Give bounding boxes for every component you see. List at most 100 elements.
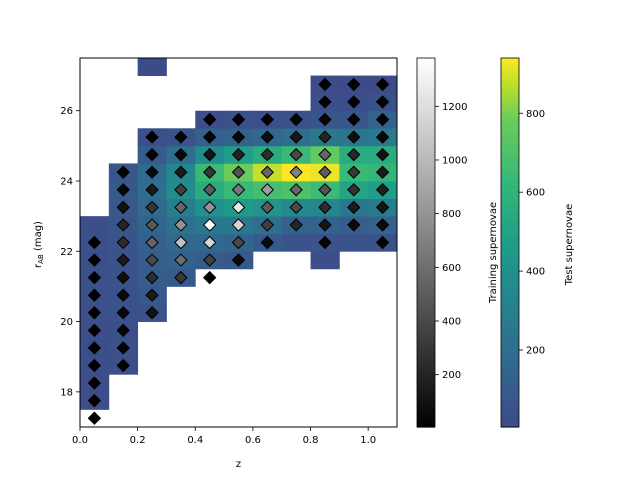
colorbar-segment xyxy=(417,168,435,173)
training-point-marker xyxy=(347,130,361,144)
colorbar-segment xyxy=(501,94,519,99)
colorbar-segment xyxy=(417,150,435,154)
colorbar-segment xyxy=(417,205,435,210)
training-point-marker xyxy=(116,288,130,302)
colorbar-segment xyxy=(501,202,519,207)
colorbar-segment xyxy=(501,230,519,234)
heatmap-cell xyxy=(281,233,311,252)
training-point-marker xyxy=(260,200,275,215)
training-point-marker xyxy=(174,165,188,179)
colorbar-segment xyxy=(501,371,519,376)
colorbar-segment xyxy=(501,347,519,351)
colorbar-segment xyxy=(417,251,435,256)
colorbar-segment xyxy=(417,141,435,145)
colorbar-segment xyxy=(417,297,435,302)
colorbar-segment xyxy=(501,76,519,81)
training-point-marker xyxy=(174,235,188,250)
colorbar-segment xyxy=(417,104,435,108)
colorbar-segment xyxy=(417,64,435,68)
training-point-marker xyxy=(375,183,390,197)
training-point-marker xyxy=(87,411,102,425)
y-tick-label: 22 xyxy=(60,247,73,258)
colorbar-segment xyxy=(501,396,519,400)
colorbar-segment xyxy=(501,125,519,130)
colorbar-segment xyxy=(417,187,435,191)
training-point-marker xyxy=(289,218,303,232)
colorbar-segment xyxy=(501,257,519,262)
colorbar-segment xyxy=(417,310,435,314)
colorbar-segment xyxy=(417,153,435,157)
colorbar-segment xyxy=(501,411,519,416)
colorbar-segment xyxy=(417,113,435,118)
colorbar-segment xyxy=(501,390,519,394)
training-point-marker xyxy=(116,183,130,197)
colorbar-frame xyxy=(500,57,520,428)
training-colorbar-tick-label: 1200 xyxy=(442,102,467,113)
colorbar-segment xyxy=(501,331,519,336)
colorbar-segment xyxy=(501,184,519,188)
colorbar-segment xyxy=(501,359,519,364)
colorbar-segment xyxy=(417,220,435,225)
colorbar-segment xyxy=(501,211,519,216)
colorbar-segment xyxy=(417,279,435,284)
colorbar-segment xyxy=(417,61,435,65)
colorbar-segment xyxy=(417,390,435,394)
colorbar-segment xyxy=(417,356,435,360)
colorbar-segment xyxy=(501,193,519,197)
colorbar-segment xyxy=(501,177,519,182)
colorbar-segment xyxy=(501,270,519,274)
colorbar-segment xyxy=(501,285,519,290)
colorbar-segment xyxy=(501,402,519,407)
test-colorbar: 200 400 600 800 xyxy=(500,57,545,428)
colorbar-segment xyxy=(417,202,435,207)
colorbar-segment xyxy=(501,417,519,422)
y-tick-label: 24 xyxy=(60,177,73,188)
colorbar-segment xyxy=(501,328,519,333)
training-point-marker xyxy=(347,112,361,127)
training-point-marker xyxy=(375,200,390,215)
colorbar-segment xyxy=(501,116,519,121)
colorbar-segment xyxy=(501,91,519,96)
colorbar-segment xyxy=(417,171,435,176)
training-point-marker xyxy=(231,130,246,144)
training-point-marker xyxy=(202,112,217,127)
y-tick-label: 20 xyxy=(60,317,73,328)
test-colorbar-tick-label: 600 xyxy=(526,188,545,199)
training-point-marker xyxy=(202,183,217,197)
training-colorbar: 200 400 600 800 1000 1200 xyxy=(416,57,467,428)
colorbar-segment xyxy=(501,131,519,136)
colorbar-segment xyxy=(501,156,519,161)
heatmap-cell xyxy=(339,233,369,252)
training-point-marker xyxy=(347,165,361,179)
training-point-marker xyxy=(260,235,275,250)
training-point-marker xyxy=(347,147,361,162)
training-point-marker xyxy=(116,341,130,355)
colorbar-segment xyxy=(417,177,435,182)
training-point-marker xyxy=(375,95,390,109)
colorbar-segment xyxy=(417,350,435,354)
colorbar-segment xyxy=(501,248,519,253)
training-point-marker xyxy=(116,200,130,215)
colorbar-segment xyxy=(417,217,435,222)
training-point-marker xyxy=(318,183,332,197)
y-axis-label-unit: (mag) xyxy=(33,221,44,254)
colorbar-segment xyxy=(417,380,435,385)
training-point-marker xyxy=(87,358,102,373)
colorbar-segment xyxy=(417,110,435,114)
training-point-marker xyxy=(87,288,102,302)
colorbar-segment xyxy=(417,267,435,271)
colorbar-segment xyxy=(501,165,519,170)
training-point-marker xyxy=(145,288,159,302)
colorbar-segment xyxy=(501,147,519,151)
colorbar-segment xyxy=(417,162,435,167)
colorbar-segment xyxy=(501,300,519,305)
training-point-marker xyxy=(260,165,275,179)
heatmap-cell xyxy=(137,58,167,76)
colorbar-segment xyxy=(501,319,519,324)
colorbar-segment xyxy=(417,144,435,148)
colorbar-segment xyxy=(417,393,435,397)
training-point-marker xyxy=(202,147,217,162)
training-colorbar-tick-label: 800 xyxy=(442,209,461,220)
test-colorbar-tick-label: 200 xyxy=(526,346,545,357)
x-tick-label: 1.0 xyxy=(360,435,376,446)
